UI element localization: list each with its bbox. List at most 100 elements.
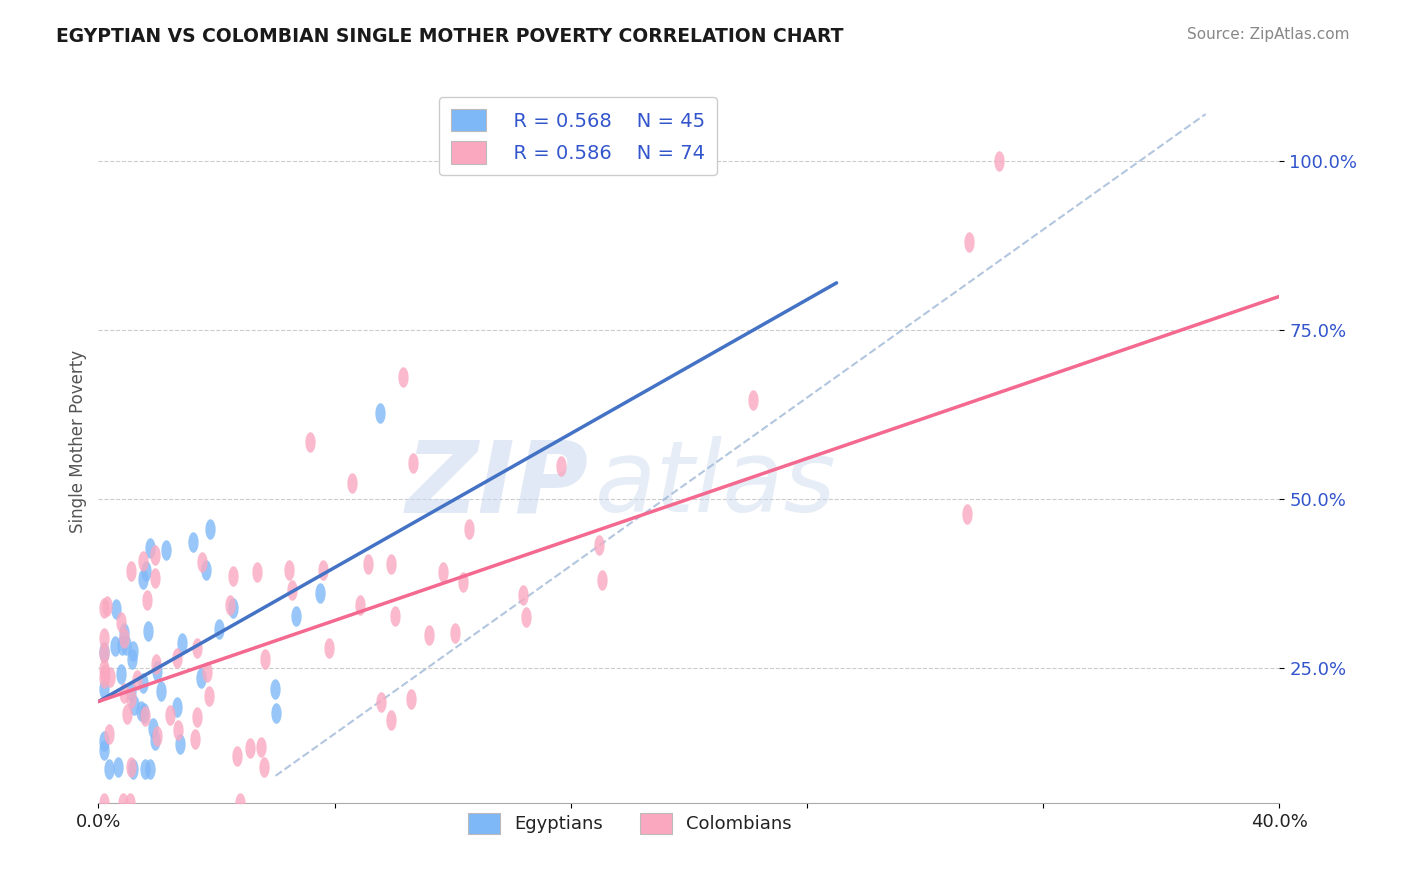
Point <box>136 624 159 638</box>
Text: ZIP: ZIP <box>405 436 589 533</box>
Point <box>512 588 534 602</box>
Point <box>115 638 138 652</box>
Point <box>225 749 247 764</box>
Point <box>418 628 440 642</box>
Point <box>959 235 981 250</box>
Point <box>588 538 610 552</box>
Point <box>392 370 415 384</box>
Point <box>107 760 129 774</box>
Point <box>112 685 135 699</box>
Point <box>98 762 121 776</box>
Point <box>281 583 304 598</box>
Point <box>245 566 267 580</box>
Point <box>111 796 134 810</box>
Point <box>143 549 166 563</box>
Point <box>139 762 162 776</box>
Point <box>146 729 169 743</box>
Point <box>195 665 218 680</box>
Point <box>550 458 572 473</box>
Point <box>254 651 277 665</box>
Point <box>93 743 115 757</box>
Point <box>135 564 157 578</box>
Point <box>146 664 169 678</box>
Point <box>120 690 142 705</box>
Point <box>239 740 262 755</box>
Point <box>357 557 380 571</box>
Text: Source: ZipAtlas.com: Source: ZipAtlas.com <box>1187 27 1350 42</box>
Point <box>121 651 143 665</box>
Point <box>122 698 145 712</box>
Legend: Egyptians, Colombians: Egyptians, Colombians <box>461 805 799 841</box>
Point <box>145 657 167 671</box>
Point <box>155 543 177 558</box>
Point <box>955 507 977 521</box>
Point <box>93 631 115 645</box>
Point <box>399 692 422 706</box>
Y-axis label: Single Mother Poverty: Single Mother Poverty <box>69 350 87 533</box>
Point <box>318 641 340 656</box>
Point <box>370 695 392 709</box>
Point <box>134 709 156 723</box>
Point <box>368 406 391 420</box>
Point <box>443 626 465 640</box>
Point <box>190 555 212 569</box>
Point <box>150 684 173 698</box>
Point <box>93 796 115 810</box>
Point <box>132 676 155 690</box>
Point <box>94 667 117 681</box>
Point <box>349 598 371 612</box>
Point <box>181 534 204 549</box>
Point <box>591 573 613 587</box>
Point <box>169 738 191 752</box>
Point <box>253 760 276 774</box>
Point <box>120 684 142 698</box>
Point <box>264 706 287 721</box>
Point <box>132 706 155 720</box>
Point <box>432 566 454 580</box>
Point <box>198 522 221 536</box>
Point <box>197 689 219 703</box>
Point <box>249 740 271 755</box>
Point <box>93 645 115 659</box>
Point <box>132 573 155 587</box>
Point <box>186 641 208 656</box>
Point <box>120 796 142 810</box>
Point <box>93 681 115 696</box>
Point <box>93 646 115 660</box>
Point <box>93 600 115 615</box>
Text: atlas: atlas <box>595 436 837 533</box>
Point <box>308 586 330 600</box>
Point <box>229 796 252 810</box>
Point <box>127 673 149 687</box>
Point <box>143 571 166 585</box>
Point <box>120 760 142 774</box>
Point <box>380 713 402 727</box>
Point <box>129 705 152 719</box>
Point <box>402 457 425 471</box>
Point <box>136 592 159 607</box>
Point <box>166 699 188 714</box>
Point <box>105 601 128 615</box>
Point <box>134 762 156 776</box>
Point <box>112 625 135 640</box>
Point <box>380 557 402 571</box>
Point <box>110 615 132 629</box>
Point <box>96 599 118 614</box>
Point <box>278 563 301 577</box>
Point <box>121 762 143 776</box>
Point <box>195 563 218 577</box>
Point <box>120 564 142 578</box>
Point <box>104 640 127 654</box>
Point <box>219 598 242 612</box>
Point <box>167 723 190 737</box>
Point <box>222 569 245 583</box>
Point <box>988 154 1011 169</box>
Point <box>121 644 143 658</box>
Point <box>222 601 245 615</box>
Point <box>115 707 138 722</box>
Point <box>132 554 155 568</box>
Point <box>93 671 115 685</box>
Point <box>285 609 308 624</box>
Point <box>453 574 475 589</box>
Point <box>111 639 134 653</box>
